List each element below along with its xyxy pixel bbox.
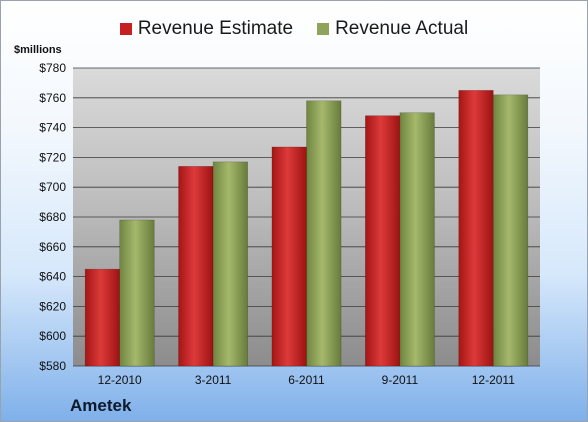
x-tick-label: 3-2011 [195, 373, 232, 387]
x-tick-label: 6-2011 [288, 373, 325, 387]
y-tick-label: $580 [39, 359, 66, 373]
y-tick-label: $660 [39, 240, 66, 254]
y-axis-unit-label: $millions [14, 44, 62, 56]
legend-swatch-actual [317, 23, 330, 35]
bar-estimate [84, 268, 120, 367]
legend-label-actual: Revenue Actual [335, 18, 469, 39]
y-tick-label: $780 [39, 61, 66, 75]
bar-actual [212, 161, 248, 367]
y-tick-label: $680 [39, 210, 66, 224]
x-tick-label: 9-2011 [382, 373, 419, 387]
bar-estimate [271, 146, 307, 367]
legend-item-estimate: Revenue Estimate [119, 18, 294, 40]
bar-estimate [365, 115, 401, 367]
x-tick-label: 12-2010 [98, 373, 142, 387]
y-tick-label: $740 [39, 121, 66, 135]
y-tick-label: $640 [39, 270, 66, 284]
y-tick-label: $720 [39, 150, 66, 164]
y-axis-tick-labels: $580 $600 $620 $640 $660 $680 $700 $720 $740 $760… [39, 61, 66, 373]
bar-actual [306, 100, 342, 367]
chart-legend: Revenue Estimate Revenue Actual [0, 14, 588, 44]
bar-estimate [178, 166, 214, 367]
bar-actual [399, 112, 435, 367]
y-tick-label: $760 [39, 91, 66, 105]
y-tick-label: $600 [39, 329, 66, 343]
legend-label-estimate: Revenue Estimate [137, 18, 294, 39]
bar-actual [492, 94, 529, 367]
bars [84, 90, 529, 367]
company-name: Ametek [70, 396, 132, 415]
legend-swatch-estimate [119, 23, 132, 35]
x-axis-tick-labels: 12-2010 3-2011 6-2011 9-2011 12-2011 [98, 373, 516, 387]
bar-actual [119, 219, 155, 367]
y-tick-label: $620 [39, 299, 66, 313]
y-tick-label: $700 [39, 180, 66, 194]
bar-estimate [458, 90, 494, 367]
legend-item-actual: Revenue Actual [317, 18, 468, 40]
x-tick-label: 12-2011 [472, 373, 515, 387]
